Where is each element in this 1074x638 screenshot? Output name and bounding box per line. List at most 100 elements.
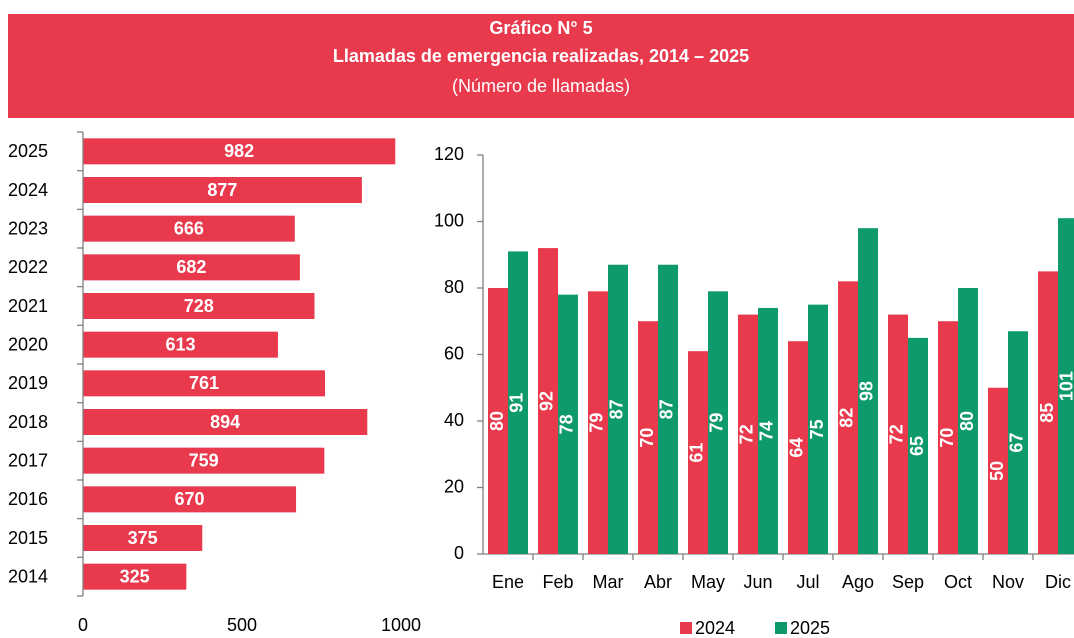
value-label: 75: [807, 419, 827, 439]
value-label: 87: [607, 399, 627, 419]
value-label: 87: [657, 399, 677, 419]
bar: [508, 251, 528, 555]
bar: [83, 331, 278, 358]
x-tick-label: Mar: [593, 572, 624, 592]
bar: [83, 370, 325, 397]
y-tick-label: 2021: [8, 296, 48, 316]
legend-swatch: [775, 622, 787, 634]
x-tick-label: Nov: [992, 572, 1024, 592]
x-tick-label: May: [691, 572, 725, 592]
value-label: 759: [189, 450, 219, 470]
bar: [1008, 331, 1028, 554]
value-label: 78: [557, 414, 577, 434]
x-tick-label: Oct: [944, 572, 972, 592]
y-tick-label: 40: [444, 410, 464, 430]
y-tick-label: 100: [434, 210, 464, 230]
legend-label: 2024: [695, 618, 735, 638]
bar: [738, 314, 758, 554]
value-label: 79: [707, 413, 727, 433]
title: Gráfico N° 5: [489, 18, 592, 38]
bar: [938, 321, 958, 554]
bar: [708, 291, 728, 554]
y-tick-label: 2022: [8, 257, 48, 277]
value-label: 670: [175, 489, 205, 509]
y-tick-label: 0: [454, 543, 464, 563]
bar: [688, 351, 708, 554]
bar: [1058, 218, 1074, 555]
x-tick-label: 0: [78, 615, 88, 635]
y-tick-label: 2018: [8, 412, 48, 432]
value-label: 72: [737, 424, 757, 444]
y-tick-label: 2015: [8, 528, 48, 548]
x-tick-label: Feb: [542, 572, 573, 592]
y-tick-label: 2014: [8, 566, 48, 586]
value-label: 80: [957, 411, 977, 431]
y-tick-label: 80: [444, 277, 464, 297]
bar: [83, 254, 300, 281]
bar: [638, 321, 658, 554]
value-label: 92: [537, 391, 557, 411]
legend-swatch: [680, 622, 692, 634]
y-tick-label: 2025: [8, 141, 48, 161]
y-tick-label: 2020: [8, 334, 48, 354]
value-label: 682: [176, 257, 206, 277]
bar: [83, 486, 297, 513]
value-label: 877: [207, 180, 237, 200]
bar: [83, 138, 396, 165]
bar: [888, 314, 908, 554]
bar: [488, 288, 508, 554]
y-tick-label: 60: [444, 343, 464, 363]
value-label: 64: [787, 438, 807, 458]
bar: [83, 177, 362, 203]
bar: [908, 337, 928, 554]
value-label: 70: [637, 428, 657, 448]
value-label: 61: [687, 443, 707, 463]
y-tick-label: 2016: [8, 489, 48, 509]
x-tick-label: 500: [227, 615, 257, 635]
value-label: 50: [987, 461, 1007, 481]
bar: [83, 409, 368, 435]
x-tick-label: Ago: [842, 572, 874, 592]
value-label: 82: [837, 408, 857, 428]
value-label: 375: [128, 528, 158, 548]
bar: [808, 304, 828, 554]
bar: [558, 294, 578, 554]
bar: [83, 215, 295, 242]
y-tick-label: 2019: [8, 373, 48, 393]
x-tick-label: Abr: [644, 572, 672, 592]
x-tick-label: Ene: [492, 572, 524, 592]
value-label: 325: [120, 566, 150, 586]
x-tick-label: Dic: [1045, 572, 1071, 592]
subtitle: Llamadas de emergencia realizadas, 2014 …: [333, 46, 749, 66]
value-label: 65: [907, 436, 927, 456]
bar: [838, 281, 858, 554]
value-label: 85: [1037, 403, 1057, 423]
value-label: 728: [184, 296, 214, 316]
x-tick-label: Sep: [892, 572, 924, 592]
bar: [958, 288, 978, 554]
bar: [588, 291, 608, 554]
value-label: 98: [857, 381, 877, 401]
legend-label: 2025: [790, 618, 830, 638]
value-label: 80: [487, 411, 507, 431]
bar: [1038, 271, 1058, 554]
value-label: 982: [224, 141, 254, 161]
bar: [83, 447, 325, 474]
value-label: 101: [1057, 371, 1074, 401]
bar: [83, 563, 187, 590]
value-label: 666: [174, 218, 204, 238]
header-band: [8, 14, 1074, 118]
value-label: 72: [887, 424, 907, 444]
bar: [538, 248, 558, 554]
bar: [788, 341, 808, 554]
bar: [83, 525, 203, 551]
x-tick-label: 1000: [381, 615, 421, 635]
bar: [83, 293, 315, 319]
y-tick-label: 20: [444, 476, 464, 496]
value-label: 761: [189, 373, 219, 393]
value-label: 613: [165, 334, 195, 354]
bar: [758, 307, 778, 554]
bar: [608, 264, 628, 554]
note: (Número de llamadas): [452, 76, 630, 96]
